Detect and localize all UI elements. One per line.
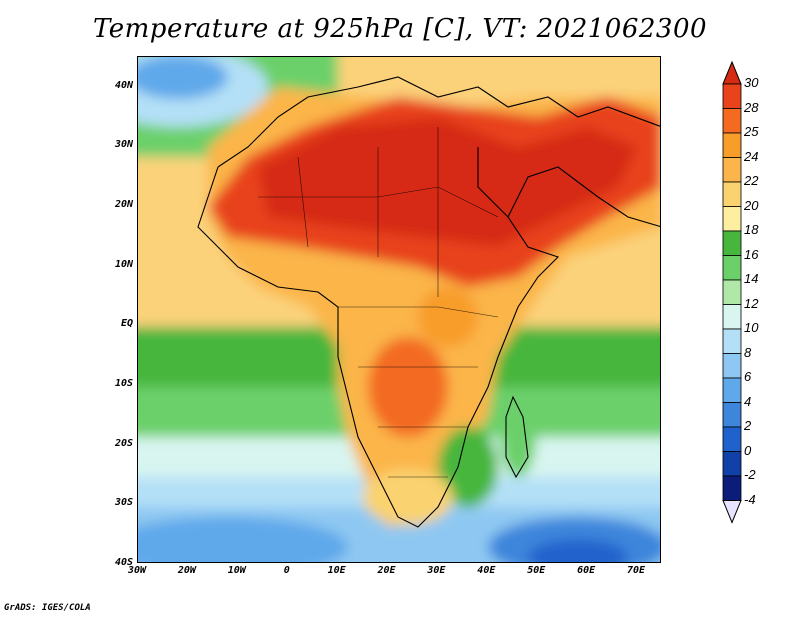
grads-credit: GrADS: IGES/COLA [4,603,91,613]
lat-tick-label: 30S [114,497,133,509]
colorbar-box [722,181,742,207]
lon-tick-label: 30E [427,565,446,576]
colorbar-box [722,255,742,281]
lat-tick-label: 20N [114,199,133,211]
colorbar-level-label: 10 [744,320,759,335]
lon-tick-label: 60E [577,565,596,576]
colorbar-arrow-bottom [722,500,742,524]
colorbar-level-label: 24 [744,148,759,164]
colorbar-box [722,279,742,305]
central-africa [418,287,478,347]
lon-tick-label: 20W [177,565,196,576]
lat-tick-label: 10N [114,258,133,270]
coastlines [197,76,660,528]
colorbar-box [722,402,742,428]
map-title: Temperature at 925hPa [C], VT: 202106230… [92,14,708,44]
colorbar-box [722,230,742,256]
colorbar-box [722,304,742,330]
colorbar-level-label: 25 [744,124,759,139]
colorbar-level-label: 20 [744,197,759,213]
colorbar-box [722,83,742,109]
colorbar-level-label: 0 [744,442,752,458]
colorbar-level-label: 30 [744,75,759,90]
colorbar [722,60,742,524]
lat-tick-label: EQ [120,318,133,330]
lon-tick-label: 20E [377,565,396,576]
lat-tick-label: 40N [114,79,133,91]
sahara-hottest [258,117,638,247]
colorbar-box [722,108,742,134]
colorbar-box [722,377,742,403]
southwest-cold [138,517,348,562]
north-atlantic-coldest [138,57,228,99]
southeast-coldest [528,539,628,562]
madagascar-cool [500,397,536,477]
colorbar-level-label: -2 [744,467,756,482]
colorbar-level-label: 8 [744,344,752,360]
colorbar-arrow-top [722,60,742,85]
colorbar-box [722,206,742,232]
colorbar-box [722,426,742,452]
colorbar-box [722,353,742,379]
colorbar-box [722,328,742,354]
colorbar-level-label: 22 [744,173,759,188]
mozambique-green [438,427,498,507]
temperature-map [137,56,661,563]
lon-tick-label: 10W [227,565,246,576]
colorbar-box [722,475,742,501]
lon-tick-label: 40E [477,565,496,576]
colorbar-level-label: 14 [744,271,759,286]
lat-tick-label: 40S [114,557,133,568]
lon-tick-label: 0 [283,565,290,576]
lon-tick-label: 10E [327,565,346,576]
lat-tick-label: 20S [114,437,133,449]
lon-tick-label: 30W [127,565,147,576]
temperature-field [138,57,660,562]
colorbar-level-label: 4 [744,393,752,409]
colorbar-box [722,451,742,477]
colorbar-level-label: 16 [744,246,759,262]
lat-tick-label: 10S [114,378,133,390]
colorbar-level-label: 28 [744,99,759,115]
south-africa-warm [363,469,453,525]
colorbar-level-label: -4 [744,491,756,507]
colorbar-level-label: 12 [744,295,759,311]
colorbar-box [722,157,742,183]
lon-tick-label: 50E [527,565,546,576]
colorbar-level-label: 2 [744,418,752,433]
colorbar-level-label: 18 [744,222,759,237]
country-borders [258,127,499,478]
colorbar-box [722,132,742,158]
angola-warm [368,337,448,437]
colorbar-level-label: 6 [744,369,752,384]
lon-tick-label: 70E [627,565,646,576]
lat-tick-label: 30N [114,139,133,151]
